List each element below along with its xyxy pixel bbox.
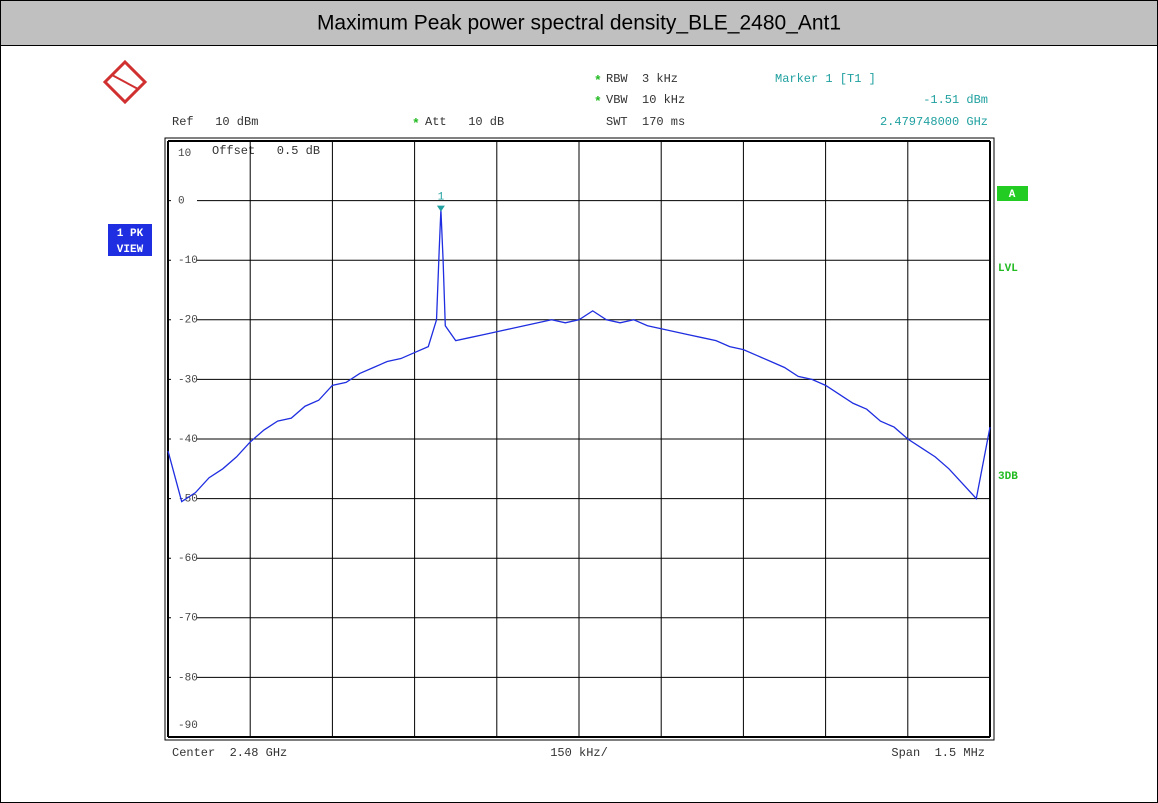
marker-frequency: 2.479748000 GHz <box>880 115 988 129</box>
vbw: VBW 10 kHz <box>606 93 685 107</box>
y-tick-label: -70 <box>178 613 198 625</box>
marker <box>436 205 445 212</box>
title-bar <box>0 0 1158 46</box>
marker-name: Marker 1 [T1 ] <box>775 72 876 86</box>
screen-box <box>997 186 1028 201</box>
rbw: RBW 3 kHz <box>606 72 678 86</box>
plot-border-outer <box>164 137 995 741</box>
trace <box>167 209 991 503</box>
span: Span 1.5 MHz <box>891 746 985 760</box>
tick-label-bg <box>171 719 197 731</box>
tick-label-bg <box>171 147 197 159</box>
3db-label: 3DB <box>998 471 1018 483</box>
tick-label-bg <box>171 313 197 326</box>
y-tick-label: -60 <box>178 553 198 565</box>
screen-label: A <box>1009 189 1016 201</box>
attenuation: Att 10 dB <box>425 115 504 129</box>
tick-label-bg <box>171 671 197 684</box>
tick-label-bg <box>171 433 197 445</box>
marker-level: -1.51 dBm <box>923 93 988 107</box>
sweep-time: SWT 170 ms <box>606 115 685 129</box>
y-tick-label: -10 <box>178 255 198 267</box>
y-tick-label: 0 <box>178 196 185 208</box>
trace-mode: VIEW <box>117 244 144 256</box>
tick-label-bg <box>171 254 197 267</box>
trace-name: 1 PK <box>117 228 144 240</box>
ref-level: Ref 10 dBm <box>172 115 258 129</box>
y-tick-label: -90 <box>178 720 198 732</box>
logo <box>102 59 148 105</box>
att-flag: * <box>412 116 420 131</box>
tick-label-bg <box>171 611 197 624</box>
offset: Offset 0.5 dB <box>212 144 320 158</box>
y-tick-label: -20 <box>178 315 198 327</box>
lvl-label: LVL <box>998 263 1018 275</box>
y-tick-label: -50 <box>178 494 198 506</box>
y-tick-label: -30 <box>178 374 198 386</box>
vbw-flag: * <box>594 94 602 109</box>
y-tick-label: -40 <box>178 434 198 446</box>
y-tick-label: 10 <box>178 148 191 160</box>
chart-title: Maximum Peak power spectral density_BLE_… <box>317 12 841 35</box>
y-tick-label: -80 <box>178 672 198 684</box>
trace-box <box>108 224 152 256</box>
center-frequency: Center 2.48 GHz <box>172 746 287 760</box>
rbw-flag: * <box>594 73 602 88</box>
division: 150 kHz/ <box>550 746 608 760</box>
marker-label: 1 <box>438 192 445 204</box>
tick-label-bg <box>171 373 197 386</box>
tick-label-bg <box>171 194 197 207</box>
tick-label-bg <box>171 552 197 565</box>
